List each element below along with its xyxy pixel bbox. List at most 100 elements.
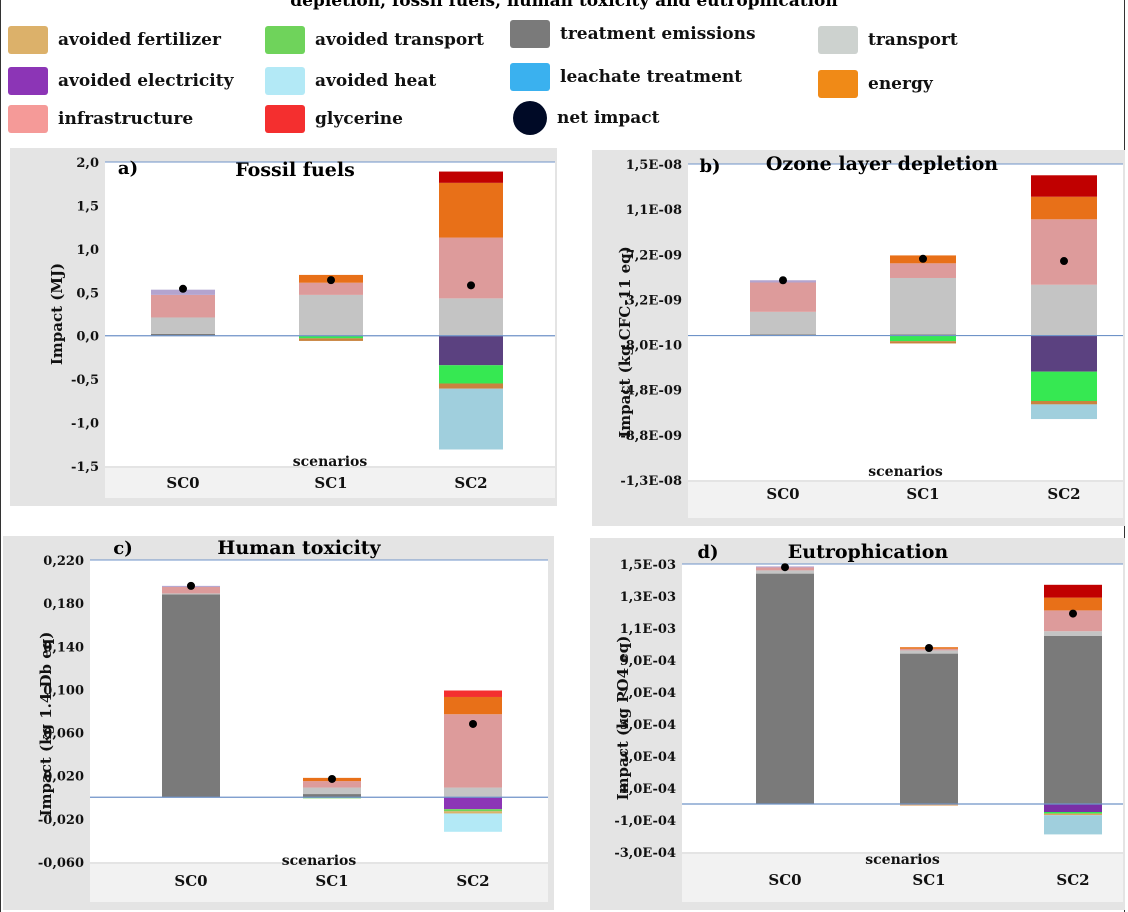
- y-axis-label: Impact (kg PO4 eq): [614, 636, 632, 801]
- y-axis-label: Impact (MJ): [48, 263, 66, 365]
- legend-swatch: [818, 70, 858, 98]
- y-tick-label: 2,0: [76, 156, 99, 171]
- x-tick-label: SC1: [912, 871, 945, 889]
- y-tick-label: 9,0E-04: [620, 654, 676, 669]
- bar-segment: [444, 797, 502, 810]
- y-tick-label: -0,5: [71, 373, 99, 388]
- bar-segment: [1031, 196, 1097, 220]
- bar-segment: [1044, 815, 1102, 835]
- bar-segment: [900, 653, 958, 804]
- bar-segment: [1044, 812, 1102, 814]
- y-tick-label: 0,100: [43, 683, 84, 698]
- bar-segment: [439, 171, 503, 183]
- chart-svg: 2,0 1,5 1,0 0,5 0,0 -0,5 -1,0 -1,5 SC0 SC1 SC2 scen…: [48, 156, 555, 498]
- chart-title: Human toxicity: [217, 537, 381, 559]
- legend-label: transport: [868, 30, 958, 50]
- y-tick-label: 1,1E-08: [626, 203, 682, 218]
- legend-swatch: [8, 105, 48, 133]
- x-tick-label: SC0: [174, 872, 207, 890]
- chart-svg: 1,5E-03 1,3E-03 1,1E-03 9,0E-04 7,0E-04 5,0E-…: [614, 541, 1123, 902]
- bar-segment: [750, 311, 816, 335]
- legend-item-avoided-electricity: avoided electricity: [8, 67, 233, 95]
- chart-panel-human-toxicity: 0,220 0,180 0,140 0,100 0,060 0,020 -0,020 -0,0…: [3, 536, 554, 910]
- bar-segment: [162, 594, 220, 798]
- bar-segment: [1031, 371, 1097, 401]
- y-tick-label: -1,0E-04: [614, 814, 676, 829]
- chart-panel-ozone-layer-depletion: 1,5E-08 1,1E-08 7,2E-09 3,2E-09 -8,0E-10 -4,8…: [592, 150, 1125, 526]
- bar-segment: [1031, 401, 1097, 405]
- bar-segment: [299, 338, 363, 341]
- x-tick-label: SC0: [766, 485, 799, 503]
- bar-segment: [439, 182, 503, 238]
- net-impact-point: [1060, 257, 1068, 266]
- bar-segment: [444, 787, 502, 798]
- bar-segment: [890, 277, 956, 335]
- bar-segment: [444, 811, 502, 814]
- bar-segment: [303, 781, 361, 788]
- x-tick-label: SC2: [456, 872, 489, 890]
- bar-segment: [756, 573, 814, 804]
- bar-segment: [439, 388, 503, 450]
- bar-segment: [444, 690, 502, 697]
- net-impact-point: [469, 719, 477, 728]
- net-impact-point: [1069, 609, 1077, 618]
- bar-segment: [750, 282, 816, 312]
- net-impact-point: [187, 581, 195, 590]
- legend-item-glycerine: glycerine: [265, 105, 403, 133]
- y-tick-label: 1,0: [76, 243, 99, 258]
- bar-segment: [151, 333, 215, 336]
- category-band: [688, 482, 1123, 518]
- net-impact-point: [919, 254, 927, 263]
- legend-label: treatment emissions: [560, 24, 756, 44]
- x-tick-label: SC1: [906, 485, 939, 503]
- panel-letter: a): [118, 158, 138, 179]
- figure-title: depletion, fossil fuels, human toxicity …: [290, 0, 838, 11]
- legend-label: avoided heat: [315, 71, 437, 91]
- y-tick-label: -4,8E-09: [620, 384, 682, 399]
- bar-segment: [303, 794, 361, 798]
- bar-segment: [756, 570, 814, 574]
- legend-item-avoided-fertilizer: avoided fertilizer: [8, 26, 221, 54]
- legend-swatch: [513, 101, 547, 135]
- y-tick-label: 0,180: [43, 597, 84, 612]
- y-tick-label: -8,8E-09: [620, 429, 682, 444]
- category-band: [682, 854, 1123, 902]
- legend-label: energy: [868, 74, 933, 94]
- x-tick-label: SC0: [768, 871, 801, 889]
- net-impact-point: [328, 774, 336, 783]
- legend-item-treatment-emissions: treatment emissions: [510, 20, 756, 48]
- chart-panel-eutrophication: 1,5E-03 1,3E-03 1,1E-03 9,0E-04 7,0E-04 5,0E-…: [590, 538, 1125, 910]
- net-impact-point: [467, 281, 475, 290]
- x-tick-label: SC2: [1047, 485, 1080, 503]
- bar-segment: [1044, 597, 1102, 611]
- legend-label: leachate treatment: [560, 67, 743, 87]
- bar-segment: [890, 341, 956, 344]
- category-band: [90, 864, 548, 902]
- y-tick-label: 3,0E-04: [620, 750, 676, 765]
- legend-label: infrastructure: [58, 109, 194, 129]
- x-axis-label: scenarios: [282, 853, 357, 869]
- bar-segment: [162, 593, 220, 595]
- y-tick-label: -0,020: [38, 813, 84, 828]
- net-impact-point: [781, 563, 789, 572]
- legend-label: avoided transport: [315, 30, 484, 50]
- bar-segment: [1031, 284, 1097, 336]
- legend-item-net-impact: net impact: [513, 101, 660, 135]
- legend-label: avoided electricity: [58, 71, 234, 91]
- legend-swatch: [8, 26, 48, 54]
- x-axis-label: scenarios: [293, 454, 368, 470]
- x-axis-label: scenarios: [865, 852, 940, 868]
- y-tick-label: 0,020: [43, 770, 84, 785]
- bar-segment: [444, 696, 502, 715]
- panel-letter: d): [697, 542, 718, 563]
- net-impact-point: [327, 276, 335, 285]
- legend-swatch: [510, 20, 550, 48]
- bar-segment: [439, 365, 503, 384]
- y-tick-label: -1,0: [71, 417, 99, 432]
- bar-segment: [444, 813, 502, 832]
- panel-letter: b): [699, 156, 720, 177]
- y-tick-label: 1,1E-03: [620, 622, 676, 637]
- y-tick-label: 0,0: [76, 330, 99, 345]
- y-tick-label: 5,0E-04: [620, 718, 676, 733]
- legend-item-avoided-heat: avoided heat: [265, 67, 436, 95]
